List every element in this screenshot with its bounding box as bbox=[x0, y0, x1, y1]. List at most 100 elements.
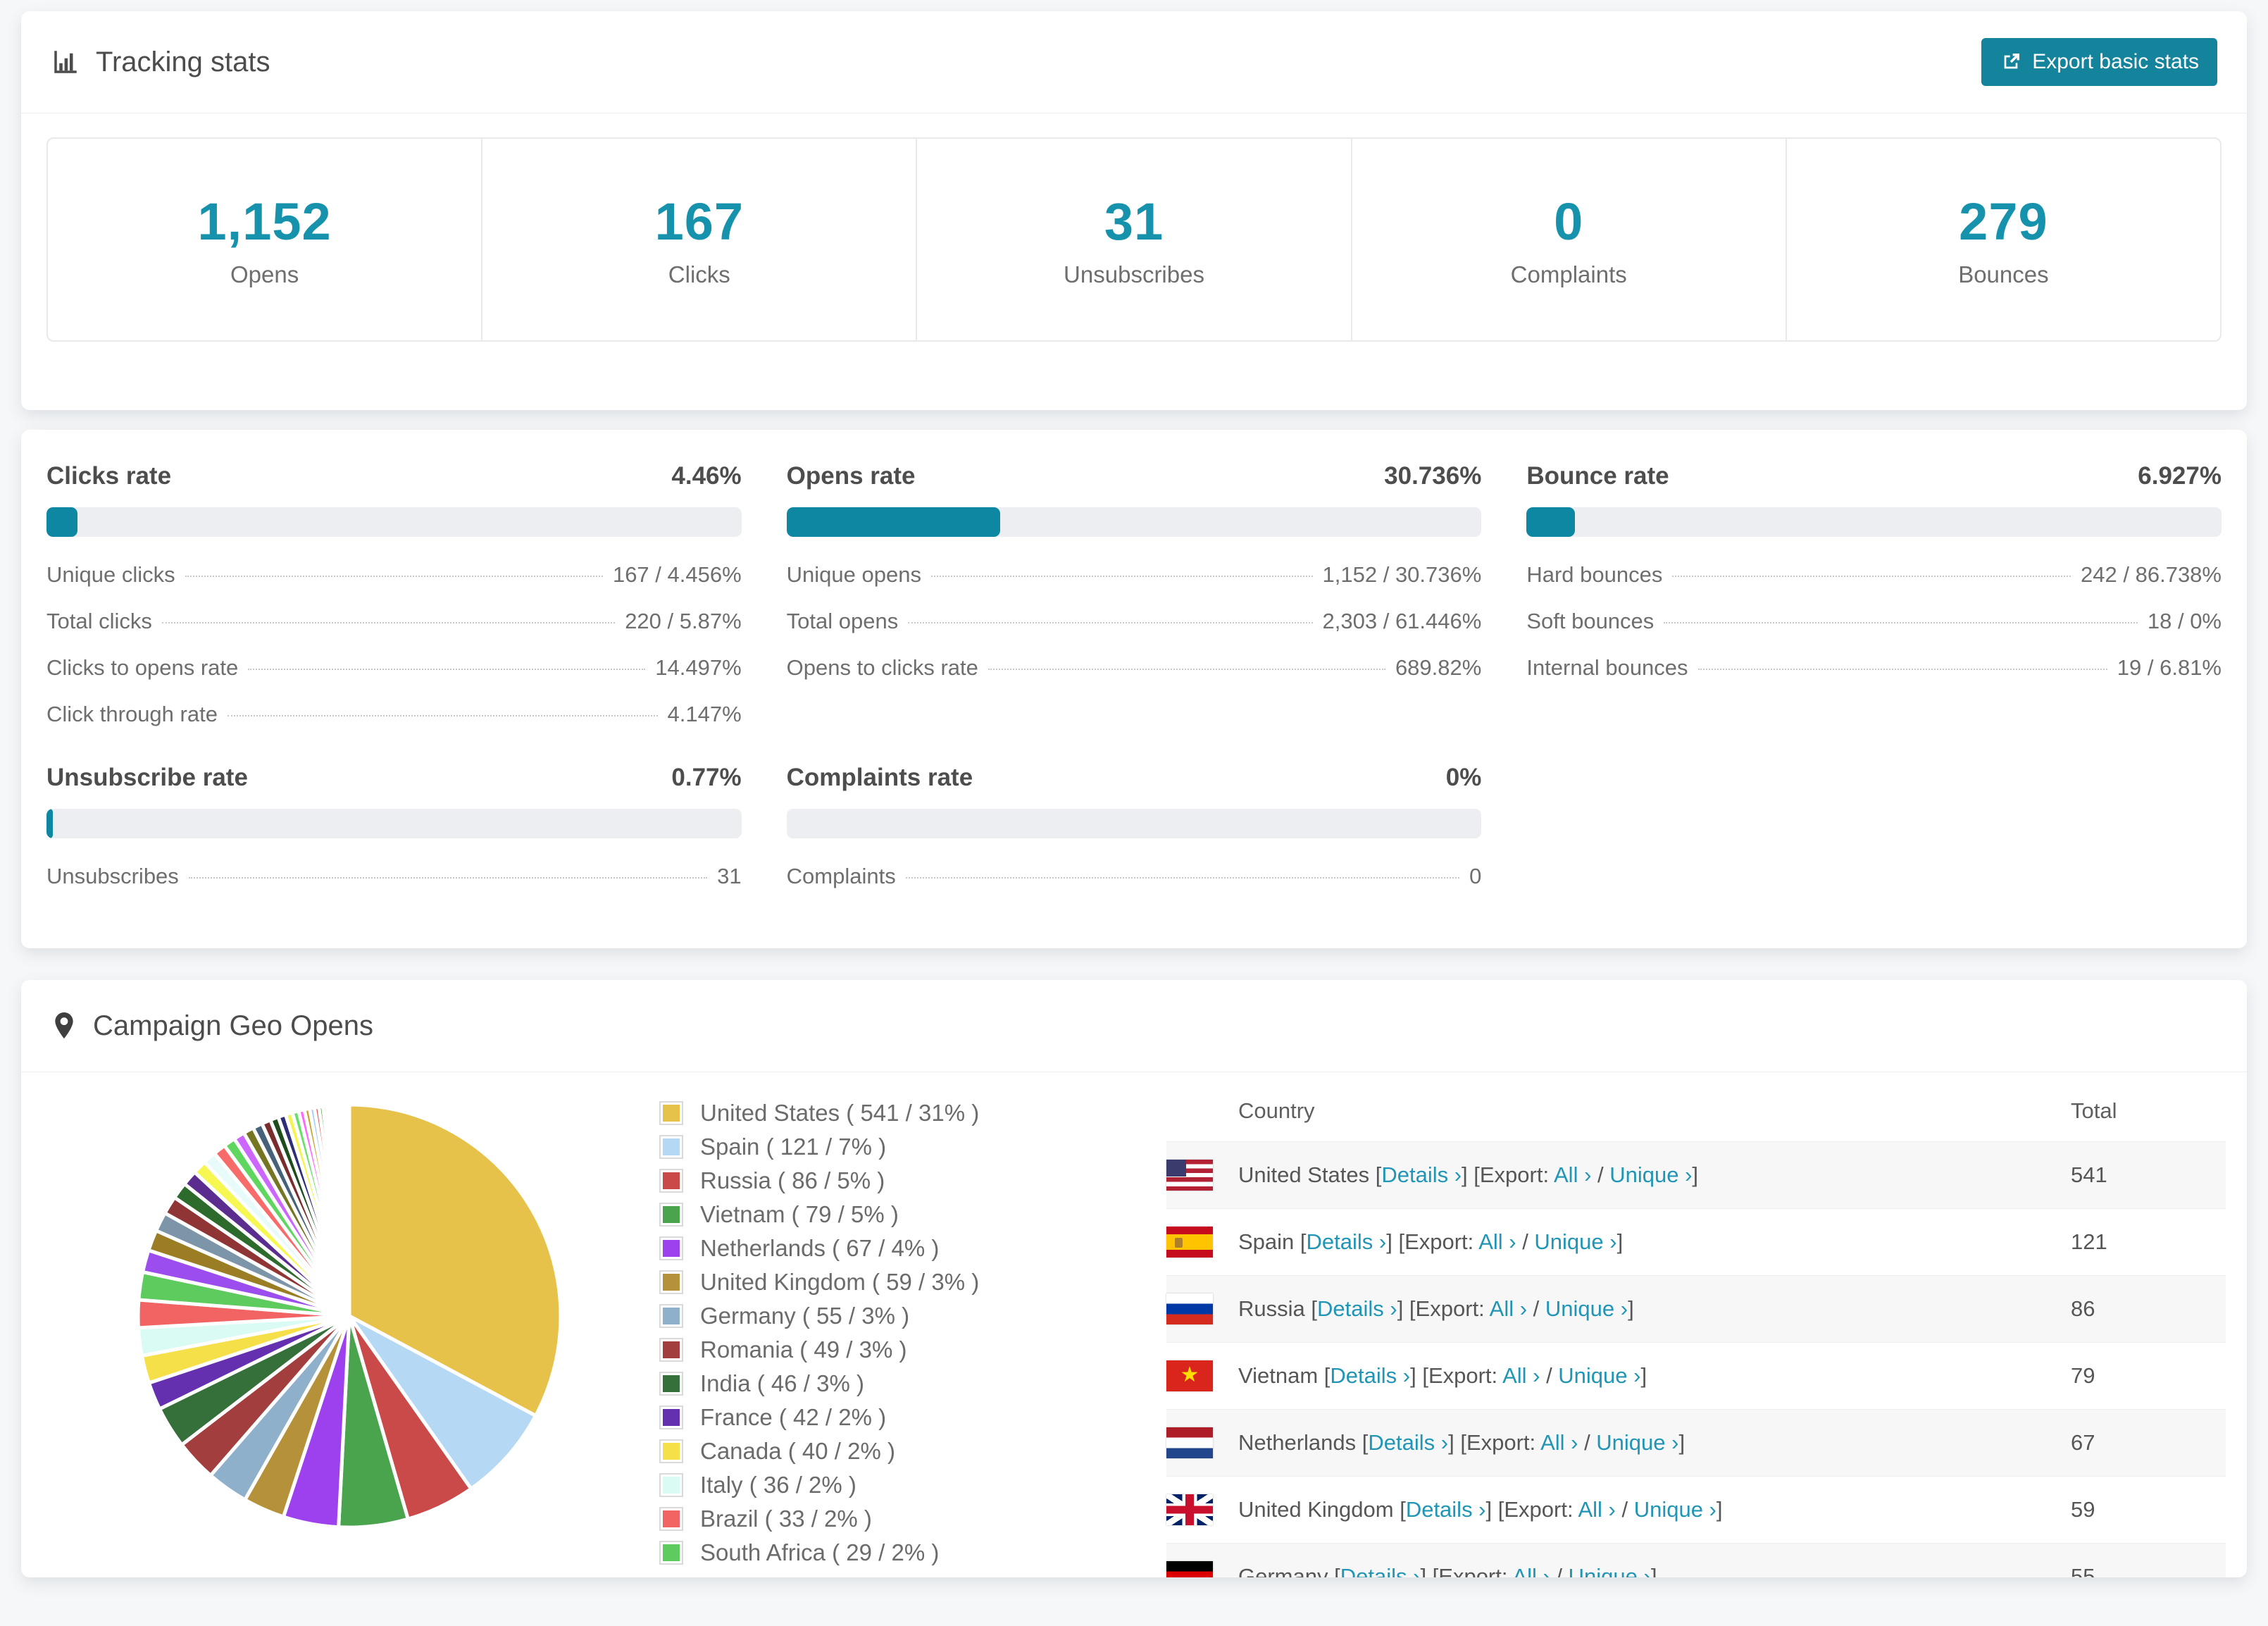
export-unique-link[interactable]: Unique › bbox=[1596, 1430, 1679, 1455]
geo-country-links: Netherlands [Details ›] [‎Export: All › … bbox=[1238, 1430, 1685, 1456]
details-link[interactable]: Details › bbox=[1381, 1162, 1462, 1187]
campaign-geo-opens-card: Campaign Geo Opens United States ( 541 /… bbox=[21, 980, 2247, 1577]
rate-stat-label: Internal bounces bbox=[1526, 655, 1688, 680]
slash: / bbox=[1578, 1430, 1597, 1455]
legend-item-germany: Germany ( 55 / 3% ) bbox=[659, 1299, 1054, 1333]
dotted-leader bbox=[1664, 622, 2138, 623]
export-basic-stats-button[interactable]: Export basic stats bbox=[1981, 38, 2217, 86]
legend-label: Vietnam ( 79 / 5% ) bbox=[700, 1201, 899, 1227]
details-link[interactable]: Details › bbox=[1317, 1296, 1397, 1321]
legend-item-united-kingdom: United Kingdom ( 59 / 3% ) bbox=[659, 1265, 1054, 1299]
geo-table-row: Spain [Details ›] [‎Export: All › / Uniq… bbox=[1166, 1208, 2226, 1275]
bracket: [ bbox=[1334, 1564, 1340, 1577]
es-flag-icon bbox=[1166, 1227, 1213, 1258]
country-name: Spain bbox=[1238, 1229, 1300, 1254]
stat-cell-unsubscribes: 31 Unsubscribes bbox=[917, 139, 1352, 340]
legend-swatch bbox=[659, 1372, 683, 1396]
rate-stat-value: 2,303 / 61.446% bbox=[1322, 609, 1482, 633]
rate-stat-label: Click through rate bbox=[46, 702, 218, 726]
legend-swatch bbox=[659, 1507, 683, 1531]
legend-label: Brazil ( 33 / 2% ) bbox=[700, 1506, 872, 1532]
geo-cell-country: Spain [Details ›] [‎Export: All › / Uniq… bbox=[1166, 1227, 2071, 1258]
rate-head: Complaints rate 0% bbox=[787, 764, 1482, 792]
bracket: ] bbox=[1616, 1229, 1624, 1254]
bracket: ] [‎Export: bbox=[1397, 1296, 1490, 1321]
legend-item-spain: Spain ( 121 / 7% ) bbox=[659, 1130, 1054, 1164]
bracket: ] bbox=[1640, 1363, 1647, 1388]
geo-cell-total: 86 bbox=[2071, 1296, 2095, 1321]
rate-stat-label: Total opens bbox=[786, 609, 899, 633]
pie-svg[interactable] bbox=[131, 1098, 568, 1534]
geo-table-row: United States [Details ›] [‎Export: All … bbox=[1166, 1141, 2226, 1208]
export-all-link[interactable]: All › bbox=[1489, 1296, 1528, 1321]
rate-block-complaints-rate: Complaints rate 0% Complaints 0 bbox=[786, 764, 1482, 890]
export-all-link[interactable]: All › bbox=[1478, 1229, 1516, 1254]
rate-block-bounce-rate: Bounce rate 6.927% Hard bounces 242 / 86.73… bbox=[1526, 462, 2222, 728]
export-all-link[interactable]: All › bbox=[1554, 1162, 1592, 1187]
us-flag-icon bbox=[1166, 1160, 1213, 1191]
country-name: Russia bbox=[1238, 1296, 1311, 1321]
details-link[interactable]: Details › bbox=[1330, 1363, 1411, 1388]
export-unique-link[interactable]: Unique › bbox=[1558, 1363, 1641, 1388]
map-pin-icon bbox=[55, 1012, 73, 1039]
geo-table-row: Vietnam [Details ›] [‎Export: All › / Un… bbox=[1166, 1342, 2226, 1409]
bar-chart-icon bbox=[54, 51, 77, 73]
geo-pie-chart[interactable] bbox=[46, 1081, 568, 1577]
legend-label: Canada ( 40 / 2% ) bbox=[700, 1438, 895, 1464]
geo-country-links: Vietnam [Details ›] [‎Export: All › / Un… bbox=[1238, 1363, 1647, 1389]
rate-stat-label: Complaints bbox=[786, 864, 896, 888]
vn-flag-icon bbox=[1166, 1360, 1213, 1391]
rate-title: Unsubscribe rate bbox=[46, 764, 248, 791]
export-all-link[interactable]: All › bbox=[1540, 1430, 1578, 1455]
bracket: [ bbox=[1323, 1363, 1331, 1388]
rate-stat-value: 4.147% bbox=[667, 702, 742, 726]
rate-stat-row: Soft bounces 18 / 0% bbox=[1526, 607, 2222, 635]
rate-title: Opens rate bbox=[786, 462, 916, 490]
bracket: ] [‎Export: bbox=[1386, 1229, 1479, 1254]
details-link[interactable]: Details › bbox=[1405, 1497, 1486, 1522]
export-all-link[interactable]: All › bbox=[1578, 1497, 1616, 1522]
geo-country-links: Russia [Details ›] [‎Export: All › / Uni… bbox=[1238, 1296, 1634, 1322]
export-all-link[interactable]: All › bbox=[1502, 1363, 1540, 1388]
geo-header: Campaign Geo Opens bbox=[21, 980, 2247, 1072]
export-unique-link[interactable]: Unique › bbox=[1633, 1497, 1716, 1522]
details-link[interactable]: Details › bbox=[1306, 1229, 1387, 1254]
slash: / bbox=[1615, 1497, 1634, 1522]
legend-swatch bbox=[659, 1169, 683, 1193]
rate-stat-value: 1,152 / 30.736% bbox=[1322, 562, 1482, 587]
country-name: Netherlands bbox=[1238, 1430, 1362, 1455]
slash: / bbox=[1591, 1162, 1610, 1187]
export-unique-link[interactable]: Unique › bbox=[1568, 1564, 1651, 1577]
rate-progress-track bbox=[46, 507, 742, 537]
pie-slice-spain[interactable] bbox=[347, 1314, 538, 1491]
rates-card: Clicks rate 4.46% Unique clicks 167 / 4.456… bbox=[21, 430, 2247, 948]
slash: / bbox=[1550, 1564, 1569, 1577]
geo-table-header: Country Total bbox=[1166, 1081, 2226, 1141]
geo-title-text: Campaign Geo Opens bbox=[93, 1010, 374, 1041]
export-all-link[interactable]: All › bbox=[1512, 1564, 1550, 1577]
gb-flag-icon bbox=[1166, 1494, 1213, 1525]
rate-stat-row: Internal bounces 19 / 6.81% bbox=[1526, 654, 2222, 682]
legend-label: India ( 46 / 3% ) bbox=[700, 1370, 864, 1396]
country-name: United Kingdom bbox=[1238, 1497, 1400, 1522]
legend-swatch bbox=[659, 1473, 683, 1497]
export-unique-link[interactable]: Unique › bbox=[1609, 1162, 1693, 1187]
rates-grid: Clicks rate 4.46% Unique clicks 167 / 4.456… bbox=[21, 430, 2247, 890]
rate-block-opens-rate: Opens rate 30.736% Unique opens 1,152 / 30.… bbox=[786, 462, 1482, 728]
details-link[interactable]: Details › bbox=[1368, 1430, 1449, 1455]
export-unique-link[interactable]: Unique › bbox=[1534, 1229, 1617, 1254]
geo-cell-total: 59 bbox=[2071, 1497, 2095, 1522]
export-unique-link[interactable]: Unique › bbox=[1545, 1296, 1628, 1321]
legend-swatch bbox=[659, 1541, 683, 1565]
legend-swatch bbox=[659, 1405, 683, 1429]
pie-slice-united-states[interactable] bbox=[347, 1103, 563, 1418]
rate-value: 6.927% bbox=[2138, 462, 2222, 490]
rate-title: Bounce rate bbox=[1526, 462, 1669, 490]
bracket: ] [‎Export: bbox=[1485, 1497, 1578, 1522]
rate-stat-row: Click through rate 4.147% bbox=[46, 700, 742, 728]
details-link[interactable]: Details › bbox=[1340, 1564, 1421, 1577]
legend-item-russia: Russia ( 86 / 5% ) bbox=[659, 1164, 1054, 1198]
rate-stat-value: 167 / 4.456% bbox=[612, 562, 742, 587]
rate-stat-row: Total opens 2,303 / 61.446% bbox=[787, 607, 1482, 635]
stat-label: Complaints bbox=[1510, 261, 1627, 287]
